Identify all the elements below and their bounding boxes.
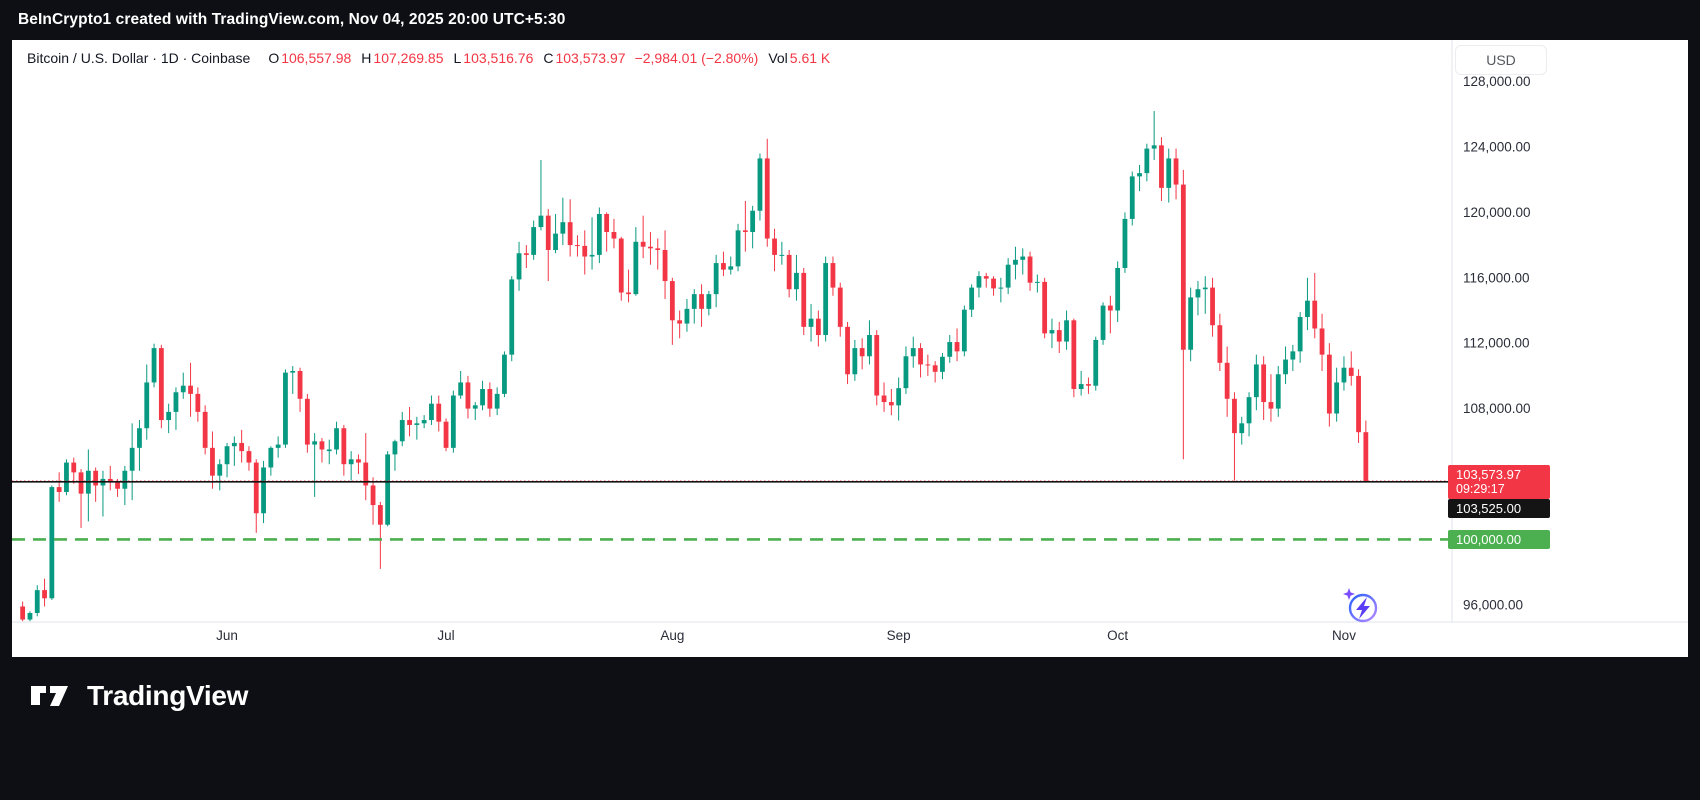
brand-name: TradingView bbox=[87, 680, 249, 711]
attribution-text: BeInCrypto1 created with TradingView.com… bbox=[18, 11, 566, 28]
price-tick-label: 128,000.00 bbox=[1463, 74, 1531, 89]
high-label: H bbox=[361, 50, 372, 66]
current-price-line-badge: 103,573.97 09:29:17 bbox=[1448, 464, 1550, 499]
month-tick-label: Jun bbox=[216, 628, 238, 643]
price-lines-layer bbox=[12, 480, 1452, 541]
candles-layer bbox=[20, 110, 1369, 622]
level-100k-line-badge: 100,000.00 bbox=[1448, 529, 1550, 549]
price-tick-label: 116,000.00 bbox=[1463, 270, 1530, 285]
footer-bar: TradingView bbox=[0, 657, 1700, 800]
month-tick-label: Sep bbox=[887, 628, 911, 643]
change-value: −2,984.01 (−2.80%) bbox=[634, 50, 759, 66]
tradingview-logo-mark bbox=[31, 686, 68, 706]
tradingview-logo[interactable]: TradingView bbox=[30, 679, 248, 713]
price-tick-label: 96,000.00 bbox=[1463, 597, 1523, 612]
time-scale[interactable]: Jun Jul Aug Sep Oct Nov bbox=[216, 628, 1356, 643]
open-label: O bbox=[268, 50, 280, 66]
month-tick-label: Jul bbox=[437, 628, 454, 643]
month-tick-label: Oct bbox=[1107, 628, 1128, 643]
currency-toggle-button[interactable]: USD bbox=[1455, 45, 1547, 75]
lightning-icon[interactable] bbox=[1340, 584, 1382, 626]
high-value: 107,269.85 bbox=[373, 50, 444, 66]
volume-label: Vol bbox=[768, 50, 788, 66]
volume-value: 5.61 K bbox=[789, 50, 831, 66]
symbol-title[interactable]: Bitcoin / U.S. Dollar · 1D · Coinbase bbox=[27, 50, 251, 66]
low-value: 103,516.76 bbox=[463, 50, 534, 66]
low-label: L bbox=[453, 50, 462, 66]
horizontal-alert-line-badge: 103,525.00 bbox=[1448, 498, 1550, 518]
chart-frame bbox=[12, 40, 1688, 623]
price-tick-label: 108,000.00 bbox=[1463, 401, 1531, 416]
close-label: C bbox=[543, 50, 554, 66]
chart-header: Bitcoin / U.S. Dollar · 1D · Coinbase O … bbox=[12, 40, 1688, 76]
price-tick-label: 112,000.00 bbox=[1463, 336, 1530, 351]
chart-panel: Bitcoin / U.S. Dollar · 1D · Coinbase O … bbox=[12, 40, 1688, 657]
open-value: 106,557.98 bbox=[281, 50, 352, 66]
price-tick-label: 124,000.00 bbox=[1463, 139, 1531, 154]
candlestick-chart[interactable]: 96,000.00100,000.00104,000.00108,000.001… bbox=[12, 40, 1688, 657]
close-value: 103,573.97 bbox=[555, 50, 626, 66]
month-tick-label: Aug bbox=[660, 628, 684, 643]
top-attribution-bar: BeInCrypto1 created with TradingView.com… bbox=[0, 0, 1700, 40]
month-tick-label: Nov bbox=[1332, 628, 1356, 643]
price-tick-label: 120,000.00 bbox=[1463, 205, 1531, 220]
